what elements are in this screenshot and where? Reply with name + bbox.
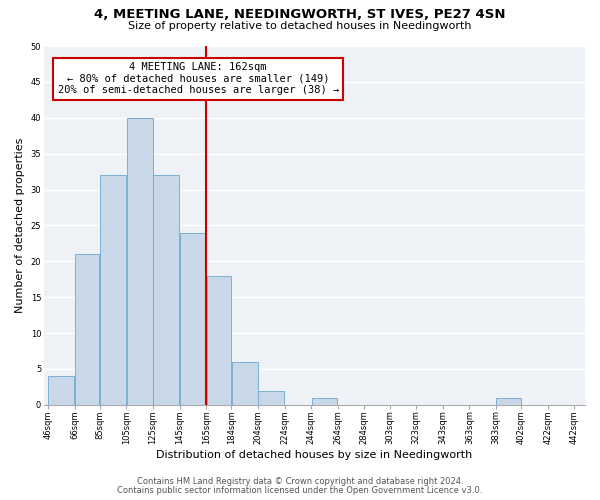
Bar	[180, 232, 206, 405]
Bar	[49, 376, 74, 405]
Text: Contains HM Land Registry data © Crown copyright and database right 2024.: Contains HM Land Registry data © Crown c…	[137, 478, 463, 486]
Bar	[259, 390, 284, 405]
Y-axis label: Number of detached properties: Number of detached properties	[15, 138, 25, 313]
Bar	[311, 398, 337, 405]
Bar	[232, 362, 257, 405]
Text: Size of property relative to detached houses in Needingworth: Size of property relative to detached ho…	[128, 21, 472, 31]
Bar	[496, 398, 521, 405]
Bar	[100, 175, 126, 405]
X-axis label: Distribution of detached houses by size in Needingworth: Distribution of detached houses by size …	[157, 450, 473, 460]
Bar	[127, 118, 152, 405]
Bar	[75, 254, 100, 405]
Text: Contains public sector information licensed under the Open Government Licence v3: Contains public sector information licen…	[118, 486, 482, 495]
Bar	[154, 175, 179, 405]
Bar	[206, 276, 231, 405]
Text: 4, MEETING LANE, NEEDINGWORTH, ST IVES, PE27 4SN: 4, MEETING LANE, NEEDINGWORTH, ST IVES, …	[94, 8, 506, 20]
Text: 4 MEETING LANE: 162sqm
← 80% of detached houses are smaller (149)
20% of semi-de: 4 MEETING LANE: 162sqm ← 80% of detached…	[58, 62, 339, 96]
